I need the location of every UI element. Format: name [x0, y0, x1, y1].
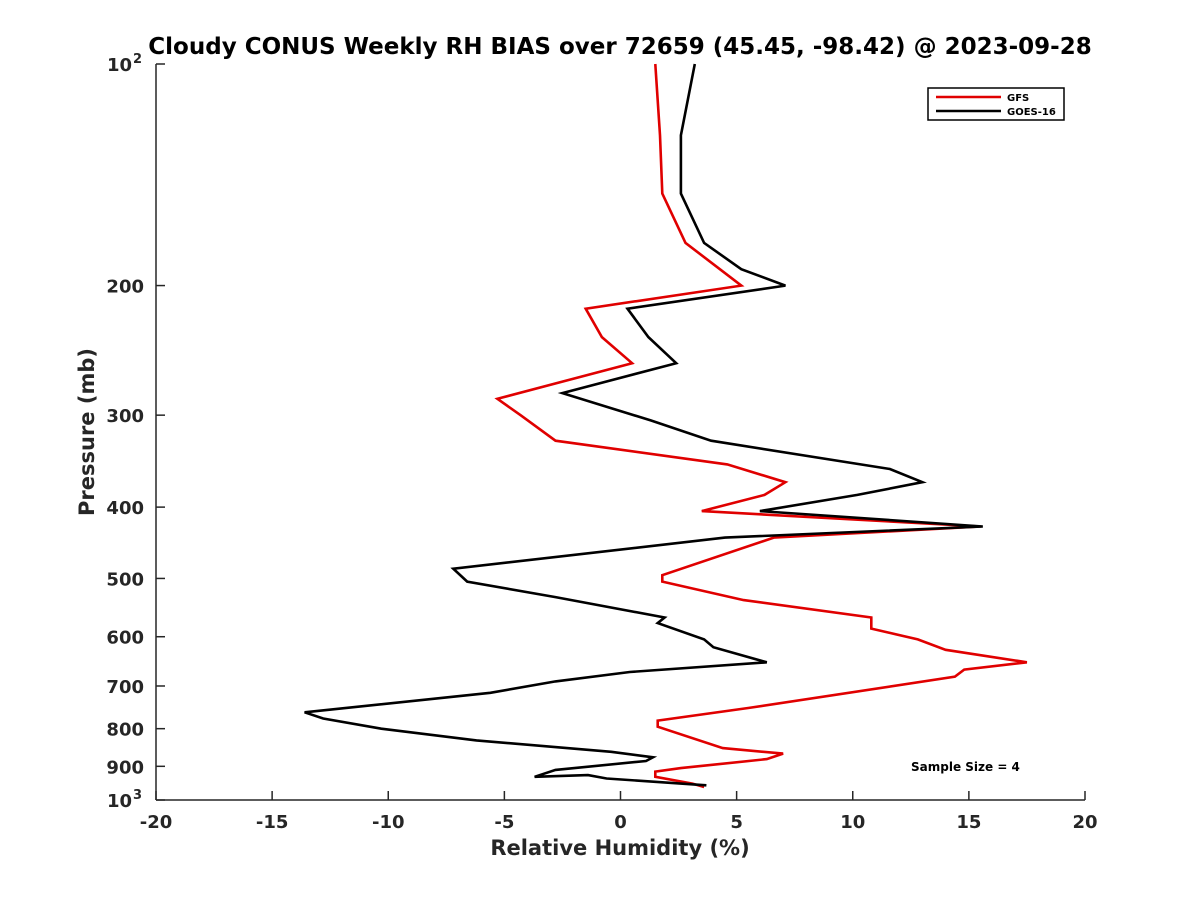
series-group	[304, 63, 1028, 789]
series-line-goes16	[304, 63, 983, 787]
y-tick-label: 200	[106, 277, 144, 298]
chart-title: Cloudy CONUS Weekly RH BIAS over 72659 (…	[148, 34, 1091, 60]
x-tick-label: 15	[956, 812, 981, 833]
y-tick-label: 500	[106, 569, 144, 590]
y-tick-label: 600	[106, 628, 144, 649]
x-tick-label: 20	[1072, 812, 1097, 833]
y-tick-label: 800	[106, 720, 144, 741]
x-tick-label: -5	[494, 812, 514, 833]
x-tick-label: 0	[614, 812, 627, 833]
y-tick-label: 10	[107, 55, 132, 76]
x-tick-label: 10	[840, 812, 865, 833]
y-axis-label: Pressure (mb)	[75, 348, 99, 516]
legend-label-goes16: GOES-16	[1007, 107, 1056, 118]
legend-box	[927, 87, 1065, 121]
y-tick-exponent: 2	[133, 52, 142, 67]
legend: GFS GOES-16	[927, 87, 1065, 121]
y-tick-label: 300	[106, 406, 144, 427]
y-tick-label: 10	[107, 791, 132, 812]
y-tick-exponent: 3	[133, 788, 142, 803]
y-tick-label: 400	[106, 498, 144, 519]
legend-label-gfs: GFS	[1007, 93, 1029, 104]
x-tick-label: -20	[140, 812, 173, 833]
x-tick-group: -20 -15 -10 -5 0 5 10 15 20	[140, 791, 1098, 833]
y-tick-label: 900	[106, 757, 144, 778]
y-tick-label: 700	[106, 677, 144, 698]
x-axis-label: Relative Humidity (%)	[490, 836, 749, 860]
sample-size-annotation: Sample Size = 4	[911, 760, 1020, 774]
x-tick-label: 5	[730, 812, 743, 833]
series-line-gfs	[494, 63, 1028, 789]
x-tick-label: -15	[256, 812, 289, 833]
x-tick-label: -10	[372, 812, 405, 833]
